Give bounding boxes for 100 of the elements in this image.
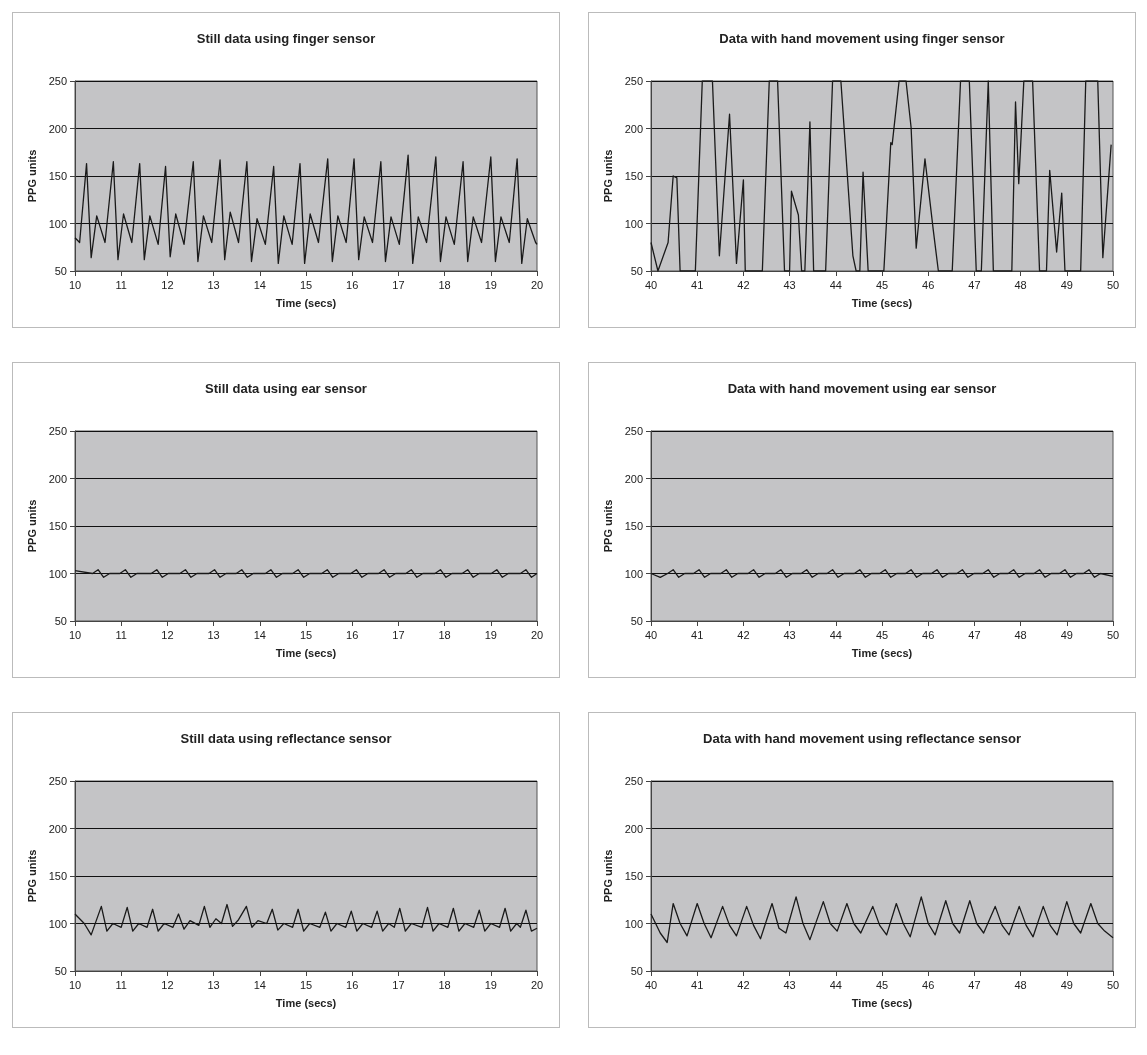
y-tick-label: 250 bbox=[48, 775, 67, 787]
chart-title: Data with hand movement using reflectance sensor bbox=[703, 731, 1021, 746]
line-series bbox=[74, 154, 538, 265]
x-tick-label: 40 bbox=[644, 278, 658, 291]
y-tick-label: 50 bbox=[54, 265, 67, 277]
x-axis-title: Time (secs) bbox=[851, 996, 913, 1009]
line-series bbox=[650, 896, 1114, 944]
x-tick-label: 19 bbox=[484, 278, 497, 291]
x-tick-label: 41 bbox=[691, 278, 704, 291]
x-tick-label: 48 bbox=[1014, 978, 1027, 991]
y-tick-label: 250 bbox=[48, 425, 67, 437]
x-tick-label: 46 bbox=[922, 628, 935, 641]
x-tick-label: 12 bbox=[161, 978, 174, 991]
y-tick-label: 50 bbox=[630, 615, 643, 627]
chart-title: Data with hand movement using ear sensor bbox=[727, 381, 997, 396]
x-tick-label: 16 bbox=[346, 628, 359, 641]
x-tick-label: 10 bbox=[68, 978, 82, 991]
y-tick-label: 100 bbox=[624, 917, 643, 930]
x-tick-label: 45 bbox=[875, 978, 889, 991]
chart-title: Data with hand movement using finger sensor bbox=[719, 31, 1005, 46]
chart-title: Still data using finger sensor bbox=[196, 31, 376, 46]
x-tick-label: 48 bbox=[1014, 278, 1027, 291]
x-tick-label: 18 bbox=[438, 628, 451, 641]
x-tick-label: 14 bbox=[253, 278, 266, 291]
y-axis-title: PPG units bbox=[25, 849, 38, 903]
x-axis-title: Time (secs) bbox=[275, 296, 337, 309]
x-tick-label: 18 bbox=[438, 978, 451, 991]
chart-title: Still data using ear sensor bbox=[205, 381, 367, 396]
x-tick-label: 49 bbox=[1060, 978, 1073, 991]
x-tick-label: 44 bbox=[829, 278, 842, 291]
x-tick-label: 12 bbox=[161, 278, 174, 291]
x-tick-label: 16 bbox=[346, 978, 359, 991]
x-tick-label: 45 bbox=[875, 278, 889, 291]
x-tick-label: 17 bbox=[392, 628, 405, 641]
y-tick-label: 250 bbox=[624, 775, 643, 787]
x-tick-label: 19 bbox=[484, 978, 497, 991]
x-tick-label: 49 bbox=[1060, 628, 1073, 641]
x-tick-label: 46 bbox=[922, 978, 935, 991]
y-tick-label: 200 bbox=[624, 472, 643, 485]
x-axis-title: Time (secs) bbox=[275, 646, 337, 659]
x-axis-title: Time (secs) bbox=[851, 296, 913, 309]
x-tick-label: 50 bbox=[1106, 628, 1120, 641]
y-tick-label: 150 bbox=[48, 520, 67, 532]
x-tick-label: 10 bbox=[68, 278, 82, 291]
x-tick-label: 17 bbox=[392, 978, 405, 991]
x-tick-label: 11 bbox=[115, 978, 127, 991]
x-tick-label: 19 bbox=[484, 628, 497, 641]
x-tick-label: 50 bbox=[1106, 278, 1120, 291]
line-series bbox=[74, 903, 538, 936]
x-axis-title: Time (secs) bbox=[275, 996, 337, 1009]
chart-title: Still data using reflectance sensor bbox=[180, 731, 392, 746]
x-tick-label: 11 bbox=[115, 628, 127, 641]
y-tick-label: 200 bbox=[624, 122, 643, 135]
y-tick-label: 50 bbox=[630, 965, 643, 977]
y-tick-label: 250 bbox=[624, 75, 643, 87]
y-tick-label: 50 bbox=[630, 265, 643, 277]
y-tick-label: 200 bbox=[48, 472, 67, 485]
y-tick-label: 150 bbox=[624, 870, 643, 882]
y-tick-label: 100 bbox=[48, 917, 67, 930]
x-tick-label: 13 bbox=[207, 278, 220, 291]
x-tick-label: 17 bbox=[392, 278, 405, 291]
x-tick-label: 47 bbox=[968, 628, 981, 641]
y-tick-label: 200 bbox=[624, 822, 643, 835]
x-tick-label: 43 bbox=[783, 278, 796, 291]
y-tick-label: 50 bbox=[54, 965, 67, 977]
x-tick-label: 42 bbox=[737, 628, 750, 641]
x-tick-label: 40 bbox=[644, 628, 658, 641]
y-tick-label: 100 bbox=[624, 217, 643, 230]
x-axis-title: Time (secs) bbox=[851, 646, 913, 659]
x-tick-label: 12 bbox=[161, 628, 174, 641]
x-tick-label: 45 bbox=[875, 628, 889, 641]
y-tick-label: 100 bbox=[48, 567, 67, 580]
y-tick-label: 100 bbox=[624, 567, 643, 580]
x-tick-label: 13 bbox=[207, 978, 220, 991]
x-tick-label: 46 bbox=[922, 278, 935, 291]
x-tick-label: 41 bbox=[691, 628, 704, 641]
y-tick-label: 150 bbox=[48, 870, 67, 882]
y-tick-label: 150 bbox=[624, 520, 643, 532]
y-tick-label: 200 bbox=[48, 122, 67, 135]
x-tick-label: 20 bbox=[530, 278, 544, 291]
x-tick-label: 42 bbox=[737, 278, 750, 291]
x-tick-label: 15 bbox=[299, 978, 313, 991]
x-tick-label: 43 bbox=[783, 978, 796, 991]
x-tick-label: 15 bbox=[299, 628, 313, 641]
x-tick-label: 40 bbox=[644, 978, 658, 991]
x-tick-label: 20 bbox=[530, 628, 544, 641]
y-tick-label: 50 bbox=[54, 615, 67, 627]
x-tick-label: 49 bbox=[1060, 278, 1073, 291]
x-tick-label: 44 bbox=[829, 628, 842, 641]
y-tick-label: 100 bbox=[48, 217, 67, 230]
y-tick-label: 250 bbox=[624, 425, 643, 437]
y-axis-title: PPG units bbox=[601, 499, 614, 553]
x-tick-label: 41 bbox=[691, 978, 704, 991]
y-tick-label: 200 bbox=[48, 822, 67, 835]
x-tick-label: 10 bbox=[68, 628, 82, 641]
x-tick-label: 47 bbox=[968, 278, 981, 291]
x-tick-label: 14 bbox=[253, 628, 266, 641]
x-tick-label: 16 bbox=[346, 278, 359, 291]
x-tick-label: 47 bbox=[968, 978, 981, 991]
x-tick-label: 11 bbox=[115, 278, 127, 291]
